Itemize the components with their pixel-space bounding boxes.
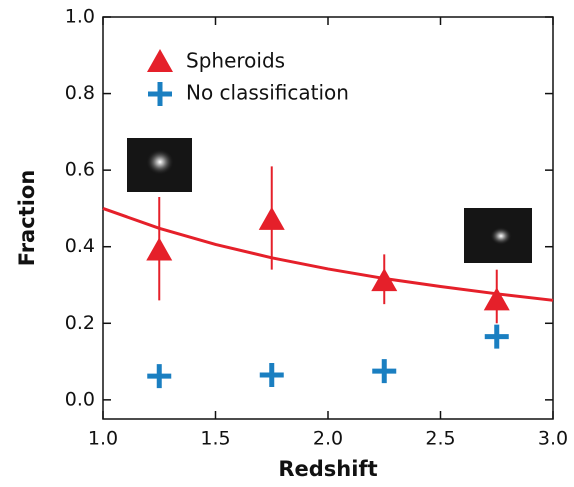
x-axis-title: Redshift (278, 457, 377, 481)
inset-image (127, 138, 192, 192)
x-tick-label: 1.0 (88, 428, 118, 450)
legend-label: No classification (186, 81, 349, 105)
point (259, 362, 284, 387)
legend-label: Spheroids (186, 49, 285, 73)
x-tick-label: 2.5 (425, 428, 455, 450)
x-tick-label: 2.0 (313, 428, 343, 450)
point (147, 364, 172, 389)
y-tick-label: 0.4 (65, 235, 95, 257)
y-tick-label: 0.8 (65, 82, 95, 104)
point (484, 324, 509, 349)
fit-line (102, 207, 554, 302)
legend-marker (148, 82, 172, 106)
y-tick-label: 0.6 (65, 159, 95, 181)
y-tick-label: 1.0 (65, 6, 95, 28)
y-tick-label: 0.0 (65, 388, 95, 410)
point (258, 206, 285, 230)
point (146, 237, 173, 261)
point (483, 287, 510, 311)
point (371, 268, 398, 292)
y-tick-label: 0.2 (65, 312, 95, 334)
x-tick-label: 3.0 (538, 428, 568, 450)
point (372, 359, 397, 384)
y-axis-title: Fraction (15, 170, 39, 267)
x-tick-label: 1.5 (200, 428, 230, 450)
legend-marker (147, 49, 173, 72)
inset-image (464, 208, 532, 263)
